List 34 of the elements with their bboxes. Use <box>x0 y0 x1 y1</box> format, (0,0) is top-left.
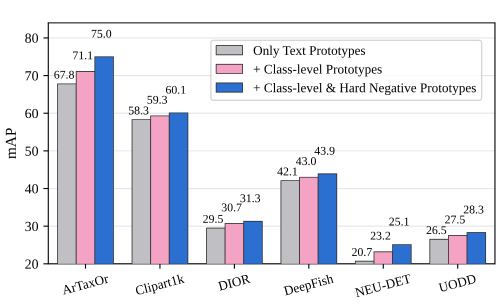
y-tick-label: 30 <box>25 222 38 232</box>
data-label: 20.7 <box>352 248 372 256</box>
y-tick-label: 20 <box>25 259 38 269</box>
x-tick-label: UODD <box>438 274 476 292</box>
y-axis-title: mAP <box>6 128 16 159</box>
data-label: 25.1 <box>389 218 409 226</box>
data-label: 23.2 <box>370 232 390 240</box>
legend-label: + Class-level Prototypes <box>254 64 382 76</box>
x-tick-label: Clipart1k <box>134 274 186 298</box>
y-tick-label: 60 <box>25 108 38 118</box>
y-tick-label: 70 <box>26 71 38 81</box>
data-label: 29.5 <box>203 214 223 223</box>
data-label: 71.1 <box>73 51 92 60</box>
data-label: 60.1 <box>166 86 186 94</box>
data-label: 42.1 <box>277 168 298 176</box>
y-tick-label: 40 <box>24 184 38 194</box>
x-tick-label: DIOR <box>218 274 251 291</box>
data-label: 67.8 <box>54 70 74 79</box>
data-label: 43.0 <box>296 157 316 166</box>
y-tick-label: 50 <box>25 146 38 156</box>
x-tick-label: ArTaxOr <box>61 274 110 295</box>
data-label: 28.3 <box>464 206 484 214</box>
data-label: 26.5 <box>426 226 446 234</box>
legend-label: Only Text Prototypes <box>254 46 366 58</box>
legend-label: + Class-level & Hard Negative Prototypes <box>254 83 476 96</box>
data-label: 43.9 <box>314 146 335 155</box>
data-label: 58.3 <box>128 106 148 115</box>
data-label: 31.3 <box>240 194 260 202</box>
data-label: 59.3 <box>148 96 168 104</box>
x-tick-label: DeepFish <box>283 274 335 298</box>
data-label: 27.5 <box>445 216 465 224</box>
data-label: 30.7 <box>222 203 242 212</box>
data-label: 75.0 <box>92 30 112 38</box>
y-tick-label: 80 <box>25 34 38 43</box>
